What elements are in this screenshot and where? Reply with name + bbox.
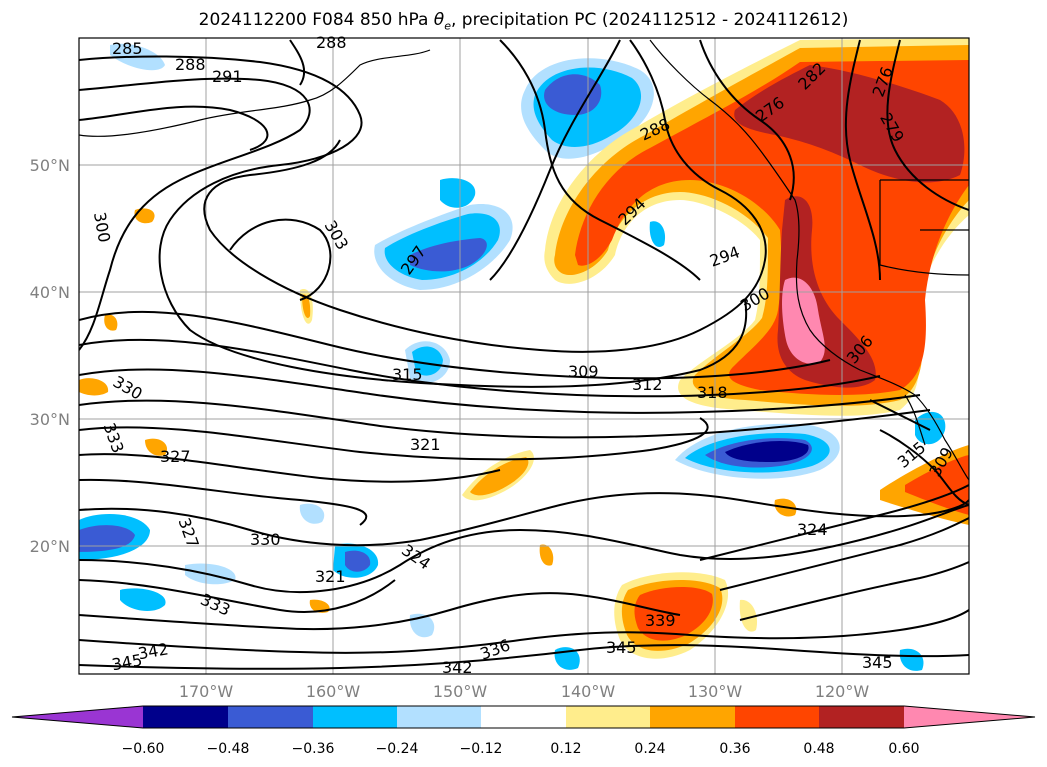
neg-area-southwest — [120, 588, 166, 612]
contour-label: 285 — [112, 39, 143, 58]
lon-label: 130°W — [688, 682, 743, 701]
colorbar-tick: 0.36 — [719, 741, 750, 757]
contour-label: 327 — [160, 447, 191, 466]
colorbar-ticks: −0.60 −0.48 −0.36 −0.24 −0.12 0.12 0.24 … — [122, 741, 920, 757]
precipitation-shading — [79, 38, 969, 671]
lat-label: 40°N — [30, 283, 70, 302]
contour-label: 288 — [175, 55, 206, 74]
pos-area-pnw-max — [734, 65, 965, 183]
pos-area-small5 — [145, 438, 168, 456]
colorbar-segment — [650, 706, 735, 728]
neg-area-baja-core — [725, 440, 809, 462]
contour-label: 291 — [212, 67, 243, 86]
colorbar-outline — [11, 705, 1036, 729]
contour-label: 339 — [645, 611, 676, 630]
contour-label: 315 — [392, 365, 423, 384]
colorbar-tick: −0.24 — [376, 741, 419, 757]
contour-label: 345 — [862, 653, 893, 672]
neg-area-small7 — [899, 648, 924, 671]
colorbar: −0.60 −0.48 −0.36 −0.24 −0.12 0.12 0.24 … — [11, 705, 1036, 757]
pos-area-small2 — [302, 294, 311, 318]
pos-area-coast-extreme — [782, 277, 825, 364]
lon-label: 160°W — [306, 682, 361, 701]
contour-label: 318 — [697, 383, 728, 402]
contour-label: 312 — [632, 375, 663, 394]
pos-area-small4 — [79, 378, 109, 396]
pos-area-small8 — [739, 599, 758, 632]
colorbar-segment — [397, 706, 481, 728]
colorbar-extend-right — [904, 706, 1035, 728]
pos-area-streak-med — [470, 457, 529, 496]
neg-area-south1-core — [345, 550, 371, 572]
colorbar-segment — [566, 706, 650, 728]
lon-label: 120°W — [815, 682, 870, 701]
longitude-labels: 170°W 160°W 150°W 140°W 130°W 120°W — [179, 682, 870, 701]
neg-area-west-core — [79, 525, 135, 552]
colorbar-segment — [481, 706, 566, 728]
colorbar-segment — [143, 706, 228, 728]
colorbar-segment — [819, 706, 904, 728]
colorbar-tick: 0.48 — [803, 741, 834, 757]
contour-label: 309 — [568, 362, 599, 381]
lat-label: 20°N — [30, 537, 70, 556]
colorbar-tick: −0.60 — [122, 741, 165, 757]
lat-label: 50°N — [30, 156, 70, 175]
contour-label: 324 — [797, 520, 828, 539]
colorbar-tick: −0.12 — [460, 741, 503, 757]
map-title: 2024112200 F084 850 hPa θe, precipitatio… — [198, 10, 849, 33]
neg-area-gulf-core — [544, 74, 602, 115]
colorbar-extend-left — [12, 706, 143, 728]
colorbar-segment — [228, 706, 313, 728]
contour-label: 288 — [316, 33, 347, 52]
plot-frame — [78, 37, 970, 675]
graticule — [79, 38, 969, 674]
pos-area-mexico-strong — [905, 455, 969, 515]
lon-label: 150°W — [433, 682, 488, 701]
latitude-labels: 50°N 40°N 30°N 20°N — [30, 156, 70, 556]
lon-label: 170°W — [179, 682, 234, 701]
colorbar-segment — [735, 706, 819, 728]
contour-label: 321 — [410, 435, 441, 454]
pos-area-small3 — [134, 208, 155, 224]
contour-label: 330 — [250, 530, 281, 549]
colorbar-tick: −0.48 — [207, 741, 250, 757]
neg-area-small1 — [440, 178, 476, 208]
lon-label: 140°W — [561, 682, 616, 701]
theta-e-contours — [79, 39, 969, 670]
colorbar-tick: −0.36 — [292, 741, 335, 757]
colorbar-tick: 0.12 — [550, 741, 581, 757]
neg-area-hawaii-inner — [412, 346, 443, 376]
pos-area-small6 — [539, 544, 554, 566]
neg-area-small3 — [649, 221, 666, 248]
contour-label: 345 — [606, 638, 637, 657]
contour-label: 321 — [315, 567, 346, 586]
colorbar-tick: 0.24 — [634, 741, 665, 757]
contour-label: 342 — [442, 658, 473, 677]
neg-area-central-core — [410, 238, 487, 272]
lat-label: 30°N — [30, 410, 70, 429]
neg-area-small6 — [299, 503, 325, 524]
coastlines — [79, 39, 969, 481]
colorbar-tick: 0.60 — [888, 741, 919, 757]
colorbar-segment — [313, 706, 397, 728]
pos-area-small10 — [104, 314, 118, 331]
